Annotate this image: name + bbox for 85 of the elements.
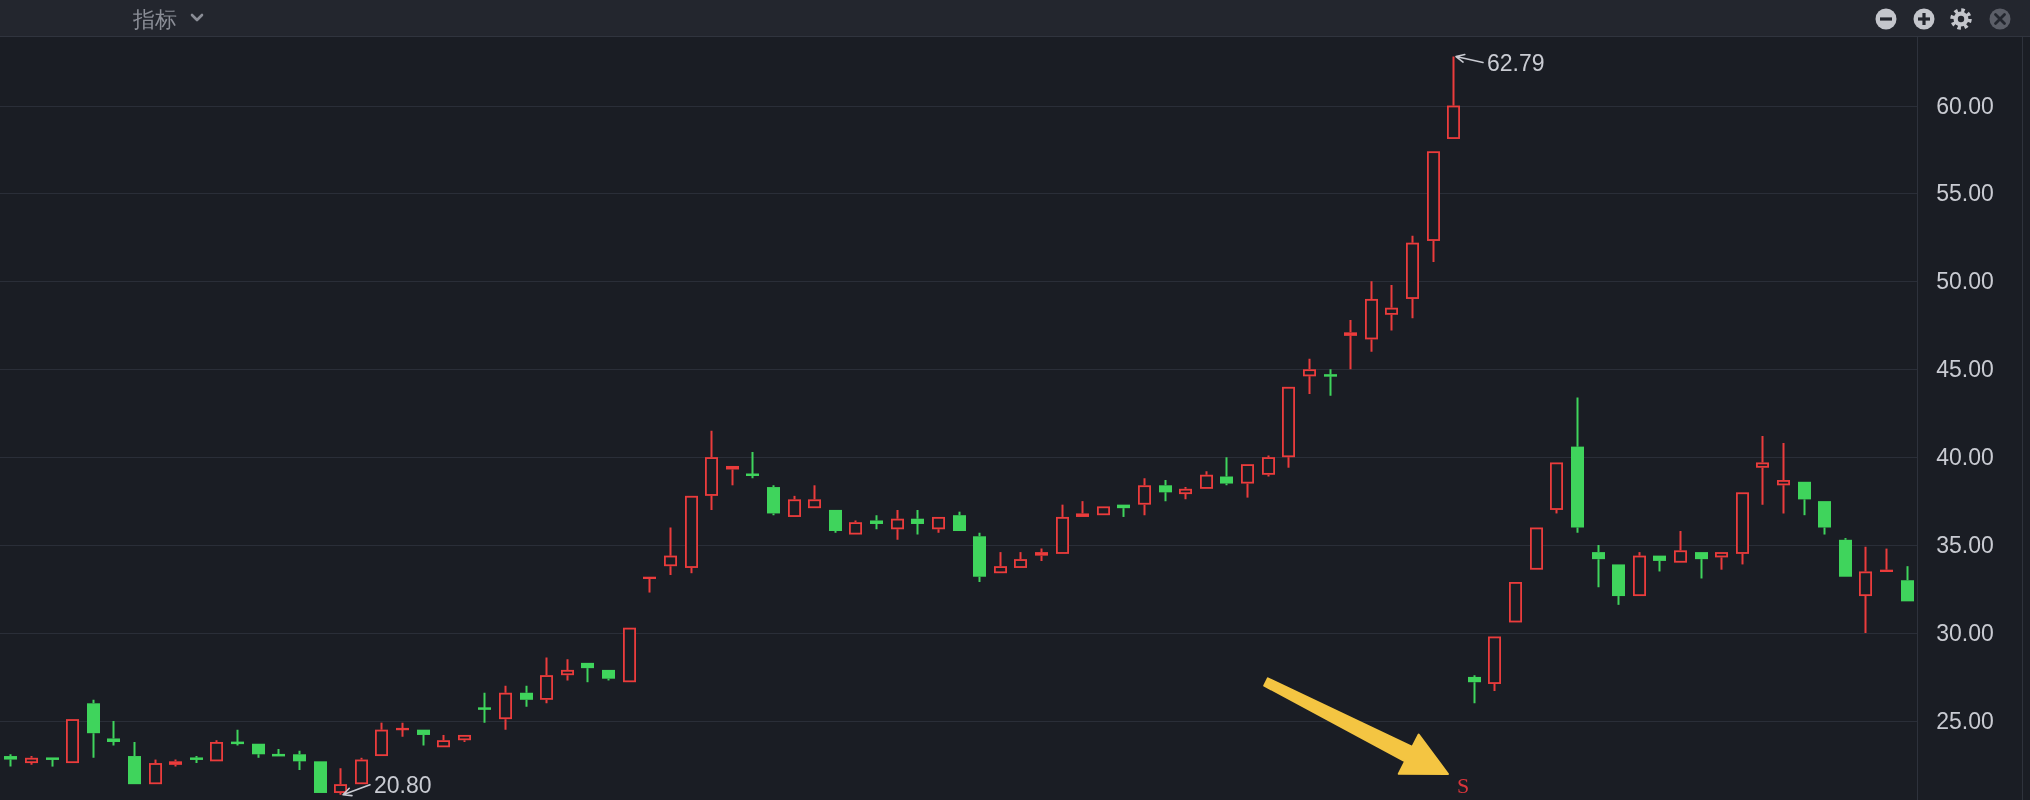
candlestick [849, 519, 862, 535]
candlestick [355, 756, 368, 785]
candlestick [540, 656, 553, 705]
candlestick [210, 739, 223, 762]
candlestick [1488, 636, 1501, 692]
candlestick [1633, 551, 1646, 597]
annotation: 20.80 [374, 771, 432, 798]
candlestick [726, 465, 739, 487]
candlestick [1653, 555, 1666, 573]
candlestick [1056, 503, 1069, 554]
y-tick-label: 50.00 [1936, 268, 1994, 295]
candlestick [1014, 551, 1027, 568]
annotation: 62.79 [1487, 49, 1545, 76]
candlestick [1880, 547, 1893, 572]
candlestick [1715, 552, 1728, 571]
candlestick [1592, 544, 1605, 589]
candlestick [478, 691, 491, 724]
candlestick [685, 495, 698, 575]
candlestick [128, 740, 141, 785]
candlestick [1839, 537, 1852, 577]
text: 指标 [132, 6, 177, 32]
candlestick [581, 662, 594, 684]
candlestick [808, 484, 821, 509]
candlestick [1612, 564, 1625, 606]
candlestick [520, 684, 533, 708]
candlestick [1241, 464, 1254, 499]
candlestick [4, 753, 17, 768]
candlestick [396, 721, 409, 738]
candlestick [705, 429, 718, 511]
candlestick [334, 767, 347, 796]
candlestick [1385, 283, 1398, 332]
candlestick [25, 755, 38, 766]
candlestick [1674, 530, 1687, 563]
candlestick [1365, 280, 1378, 353]
candlestick [107, 719, 120, 747]
candlestick [46, 757, 59, 768]
candlestick [458, 734, 471, 743]
candlestick [994, 551, 1007, 574]
candlestick [643, 576, 656, 594]
candlestick [1447, 55, 1460, 139]
candlestick [1571, 396, 1584, 534]
candlestick [1076, 500, 1089, 517]
candlestick [1695, 552, 1708, 580]
candlestick [932, 516, 945, 534]
candlestick [767, 484, 780, 517]
y-tick-label: 40.00 [1936, 444, 1994, 471]
y-tick-label: 35.00 [1936, 532, 1994, 559]
candlestick [293, 749, 306, 772]
y-tick-label: 55.00 [1936, 180, 1994, 207]
candlestick [1756, 435, 1769, 506]
y-tick-label: 60.00 [1936, 92, 1994, 119]
candlestick [499, 684, 512, 731]
candlestick [252, 743, 265, 759]
candlestick [1220, 456, 1233, 487]
candlestick [1262, 454, 1275, 478]
candlestick [1406, 234, 1419, 320]
y-tick-label: 30.00 [1936, 619, 1994, 646]
candlestick [870, 514, 883, 531]
candlestick [891, 508, 904, 541]
candlestick [437, 733, 450, 748]
y-tick-label: 45.00 [1936, 356, 1994, 383]
annotation: S [1456, 772, 1470, 798]
candlestick [561, 658, 574, 682]
candlestick [375, 721, 388, 757]
candlestick [664, 526, 677, 576]
candlestick [1777, 442, 1790, 515]
candlestick [1138, 477, 1151, 517]
candlestick [1736, 492, 1749, 566]
candlestick [1901, 565, 1914, 602]
candlestick [417, 729, 430, 747]
candlestick [1818, 501, 1831, 536]
candlestick [1344, 319, 1357, 371]
candlestick [1179, 486, 1192, 501]
candlestick [829, 509, 842, 534]
candlestick [1859, 545, 1872, 634]
candlestick [1303, 357, 1316, 395]
candlestick [1324, 368, 1337, 397]
candlestick [1159, 479, 1172, 503]
y-tick-label: 25.00 [1936, 707, 1994, 734]
candlestick [1282, 386, 1295, 469]
candlestick [1468, 674, 1481, 705]
candlestick [1200, 470, 1213, 489]
candlestick [911, 508, 924, 536]
candlestick [87, 698, 100, 759]
candlestick [1798, 481, 1811, 517]
